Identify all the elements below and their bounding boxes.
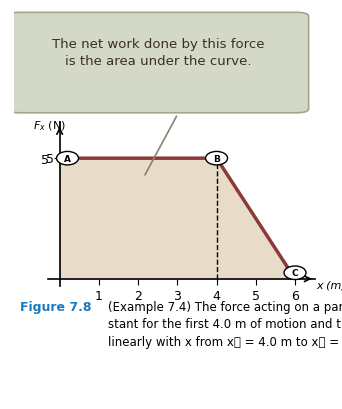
Text: B: B [213, 154, 220, 163]
Text: (Example 7.4) The force acting on a particle is con-
stant for the first 4.0 m o: (Example 7.4) The force acting on a part… [108, 300, 342, 348]
Text: C: C [292, 269, 298, 278]
Text: $F_x$ (N): $F_x$ (N) [34, 119, 66, 133]
FancyBboxPatch shape [8, 13, 308, 114]
Text: A: A [64, 154, 71, 163]
Circle shape [206, 152, 227, 166]
Text: 5: 5 [46, 152, 54, 165]
Text: x (m): x (m) [317, 280, 342, 290]
Circle shape [284, 266, 306, 280]
Polygon shape [60, 159, 295, 279]
Text: The net work done by this force
is the area under the curve.: The net work done by this force is the a… [52, 38, 264, 68]
Circle shape [56, 152, 78, 166]
Text: Figure 7.8: Figure 7.8 [20, 300, 91, 313]
